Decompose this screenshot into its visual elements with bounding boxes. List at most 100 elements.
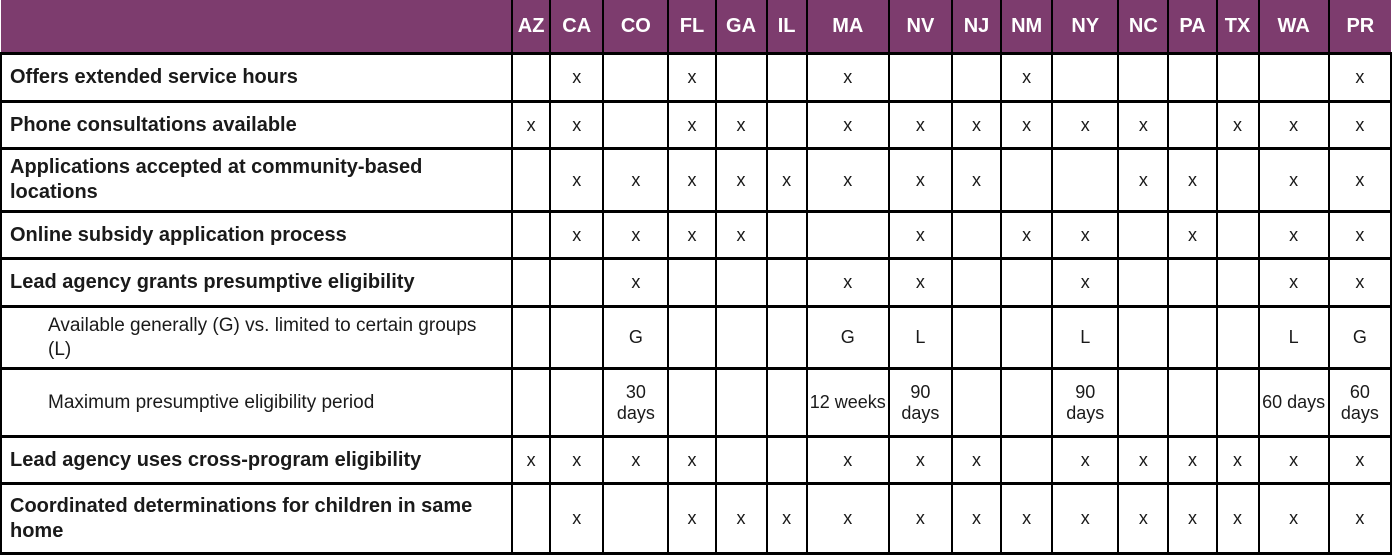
row-label: Lead agency grants presumptive eligibili… [0,257,514,308]
cell-wa: x [1257,147,1330,213]
cell-az [511,147,552,213]
cell-nv: L [887,305,953,370]
table-row: Phone consultations available x x x x x x x x x x x… [0,100,1392,150]
cell-nv: 90 days [887,367,953,438]
cell-il: x [765,147,808,213]
corner-cell [1,0,514,55]
column-header-fl: FL [667,0,717,55]
cell-nm [1000,305,1054,370]
cell-nv: x [887,257,953,308]
cell-co: 30 days [602,367,670,438]
cell-pa [1167,257,1218,308]
cell-ca: x [549,210,605,260]
cell-il: x [765,482,808,555]
cell-ga [714,367,768,438]
cell-wa: x [1257,257,1330,308]
cell-nm [1000,367,1054,438]
column-header-pr: PR [1327,0,1391,55]
cell-co: x [602,147,670,213]
cell-nc [1117,257,1170,308]
row-label: Online subsidy application process [0,210,514,260]
cell-nj [950,52,1003,103]
cell-wa: x [1257,435,1330,485]
cell-nv: x [887,482,953,555]
cell-pa [1167,367,1218,438]
cell-nj [950,257,1003,308]
cell-nv: x [887,147,953,213]
cell-ga [714,52,768,103]
cell-ca: x [549,435,605,485]
cell-nc: x [1117,482,1170,555]
table-row: Maximum presumptive eligibility period 30… [0,367,1392,438]
table-row: Coordinated determinations for children … [0,482,1392,555]
cell-nj: x [950,435,1003,485]
column-header-ny: NY [1051,0,1120,55]
cell-ma: 12 weeks [805,367,890,438]
table-row: Online subsidy application process x x x x x x… [0,210,1392,260]
cell-tx: x [1215,100,1260,150]
cell-ga [714,435,768,485]
cell-nm [1000,147,1054,213]
cell-nm [1000,435,1054,485]
cell-pr: x [1327,257,1392,308]
cell-pr: G [1327,305,1392,370]
cell-ny: x [1051,482,1120,555]
cell-il [765,435,808,485]
cell-nj [950,367,1003,438]
row-label: Offers extended service hours [0,52,514,103]
cell-pr: x [1327,52,1392,103]
cell-wa [1257,52,1330,103]
cell-ca: x [549,52,605,103]
cell-nm [1000,257,1054,308]
cell-nj: x [950,482,1003,555]
cell-il [765,210,808,260]
row-label: Phone consultations available [0,100,514,150]
cell-nj [950,305,1003,370]
cell-ca [549,305,605,370]
column-header-ca: CA [549,0,605,55]
cell-wa: x [1257,100,1330,150]
table-row: Lead agency grants presumptive eligibili… [0,257,1392,308]
cell-nc [1117,367,1170,438]
cell-nc [1117,210,1170,260]
cell-az [511,305,552,370]
cell-co [602,100,670,150]
cell-nv: x [887,210,953,260]
cell-ny [1051,52,1120,103]
column-header-tx: TX [1215,0,1260,55]
column-header-wa: WA [1257,0,1330,55]
table-row: Applications accepted at community-based… [0,147,1392,213]
cell-fl: x [667,147,717,213]
cell-tx [1215,367,1260,438]
cell-az: x [511,100,552,150]
cell-co: x [602,257,670,308]
cell-ma: x [805,52,890,103]
cell-nm: x [1000,482,1054,555]
cell-il [765,257,808,308]
cell-nm: x [1000,210,1054,260]
cell-pa: x [1167,147,1218,213]
cell-nc: x [1117,435,1170,485]
column-header-il: IL [765,0,808,55]
cell-ma [805,210,890,260]
cell-az: x [511,435,552,485]
cell-ga [714,257,768,308]
cell-ca [549,367,605,438]
cell-fl: x [667,482,717,555]
cell-co: x [602,210,670,260]
cell-nj: x [950,100,1003,150]
cell-fl [667,367,717,438]
cell-fl: x [667,52,717,103]
column-header-pa: PA [1167,0,1218,55]
cell-fl [667,257,717,308]
cell-tx [1215,147,1260,213]
column-header-az: AZ [511,0,552,55]
cell-ca [549,257,605,308]
cell-pa: x [1167,482,1218,555]
table-row: Lead agency uses cross-program eligibili… [0,435,1392,485]
cell-co: x [602,435,670,485]
row-label: Coordinated determinations for children … [0,482,514,555]
cell-ga: x [714,100,768,150]
cell-wa: x [1257,210,1330,260]
